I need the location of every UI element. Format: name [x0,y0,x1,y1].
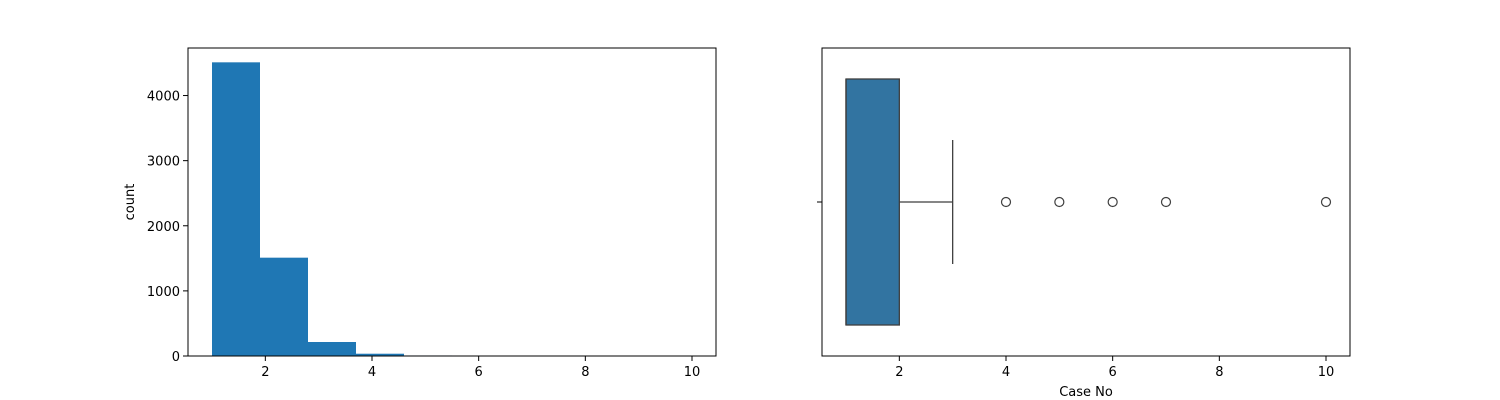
boxplot-x-tick-label-2: 2 [895,365,903,380]
histogram-bar-1 [260,257,308,356]
histogram-y-ticks: 0 1000 2000 3000 4000 [147,90,188,365]
histogram-chart: 2 4 6 8 10 0 1000 2000 3000 4000 count [123,47,717,380]
histogram-bar-2 [308,342,356,356]
boxplot-outlier-1 [1054,196,1065,208]
histogram-bar-0 [212,62,260,356]
histogram-y-axis-label: count [123,184,138,221]
boxplot-x-tick-label-4: 4 [1002,365,1010,380]
boxplot-x-tick-label-10: 10 [1318,365,1335,380]
boxplot-outliers [1000,196,1332,208]
histogram-x-tick-label-2: 2 [261,365,269,380]
histogram-y-tick-label-0: 0 [172,350,180,365]
histogram-x-ticks: 2 4 6 8 10 [261,356,700,380]
boxplot-outlier-0 [1000,196,1012,208]
boxplot-x-ticks: 2 4 6 8 10 [895,356,1334,380]
boxplot-outlier-3 [1160,196,1172,208]
boxplot-outlier-2 [1107,196,1118,208]
histogram-y-tick-label-3000: 3000 [147,155,180,170]
boxplot-body [845,78,954,326]
histogram-x-tick-label-10: 10 [684,365,701,380]
histogram-y-tick-label-4000: 4000 [147,90,180,105]
histogram-x-tick-label-8: 8 [581,365,589,380]
boxplot-frame [821,47,1351,357]
histogram-x-tick-label-4: 4 [368,365,376,380]
histogram-y-tick-label-1000: 1000 [147,285,180,300]
histogram-frame [187,47,717,357]
boxplot-outlier-4 [1320,196,1332,208]
boxplot-box [845,78,900,326]
histogram-x-tick-label-6: 6 [475,365,483,380]
boxplot-x-axis-label: Case No [1059,385,1113,400]
histogram-bar-3 [356,353,404,356]
histogram-y-tick-label-2000: 2000 [147,220,180,235]
boxplot-chart: 2 4 6 8 10 Case No [817,47,1351,400]
boxplot-x-tick-label-8: 8 [1215,365,1223,380]
boxplot-x-tick-label-6: 6 [1109,365,1117,380]
